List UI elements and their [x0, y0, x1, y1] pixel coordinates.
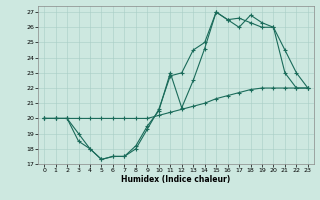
X-axis label: Humidex (Indice chaleur): Humidex (Indice chaleur)	[121, 175, 231, 184]
